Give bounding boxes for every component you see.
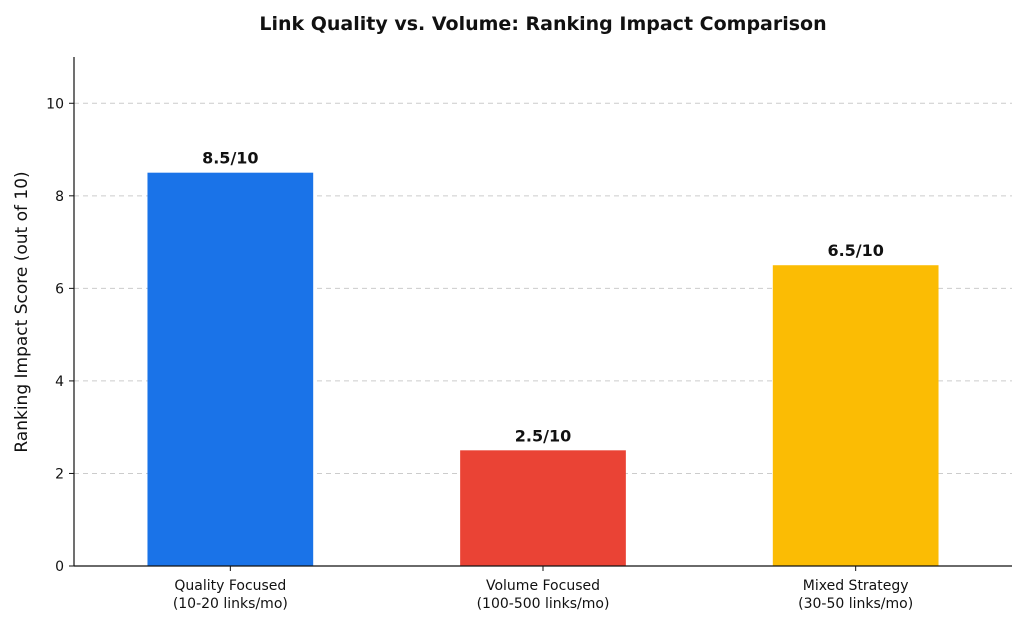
y-tick-label: 4	[55, 374, 64, 390]
chart-title: Link Quality vs. Volume: Ranking Impact …	[259, 13, 826, 35]
x-tick-label-line: Mixed Strategy	[803, 578, 909, 594]
x-tick-label: Mixed Strategy (30-50 links/mo)	[798, 578, 913, 612]
x-tick-label: Quality Focused (10-20 links/mo)	[173, 578, 288, 612]
labels: 0 2 4 6 8 10 8.5/10 Quality Focused (10-20 links…	[46, 96, 913, 612]
bar-value-label: 8.5/10	[202, 149, 258, 168]
bar-value-label: 6.5/10	[827, 241, 883, 260]
bar	[147, 172, 314, 566]
y-tick-label: 6	[55, 281, 64, 297]
x-tick-label-line: Quality Focused	[174, 578, 286, 594]
x-tick-label-line: (10-20 links/mo)	[173, 596, 288, 612]
bar-value-label: 2.5/10	[515, 426, 571, 445]
y-tick-label: 8	[55, 189, 64, 205]
bars	[147, 172, 939, 566]
axes	[69, 57, 1012, 571]
x-tick-label-line: Volume Focused	[486, 578, 600, 594]
x-tick-label-line: (100-500 links/mo)	[477, 596, 610, 612]
x-tick-label: Volume Focused (100-500 links/mo)	[477, 578, 610, 612]
x-tick-label-line: (30-50 links/mo)	[798, 596, 913, 612]
y-tick-label: 0	[55, 559, 64, 575]
y-axis-label: Ranking Impact Score (out of 10)	[12, 171, 32, 452]
y-tick-label: 10	[46, 96, 64, 112]
bar	[460, 450, 626, 566]
y-tick-label: 2	[55, 466, 64, 482]
bar	[772, 265, 939, 566]
